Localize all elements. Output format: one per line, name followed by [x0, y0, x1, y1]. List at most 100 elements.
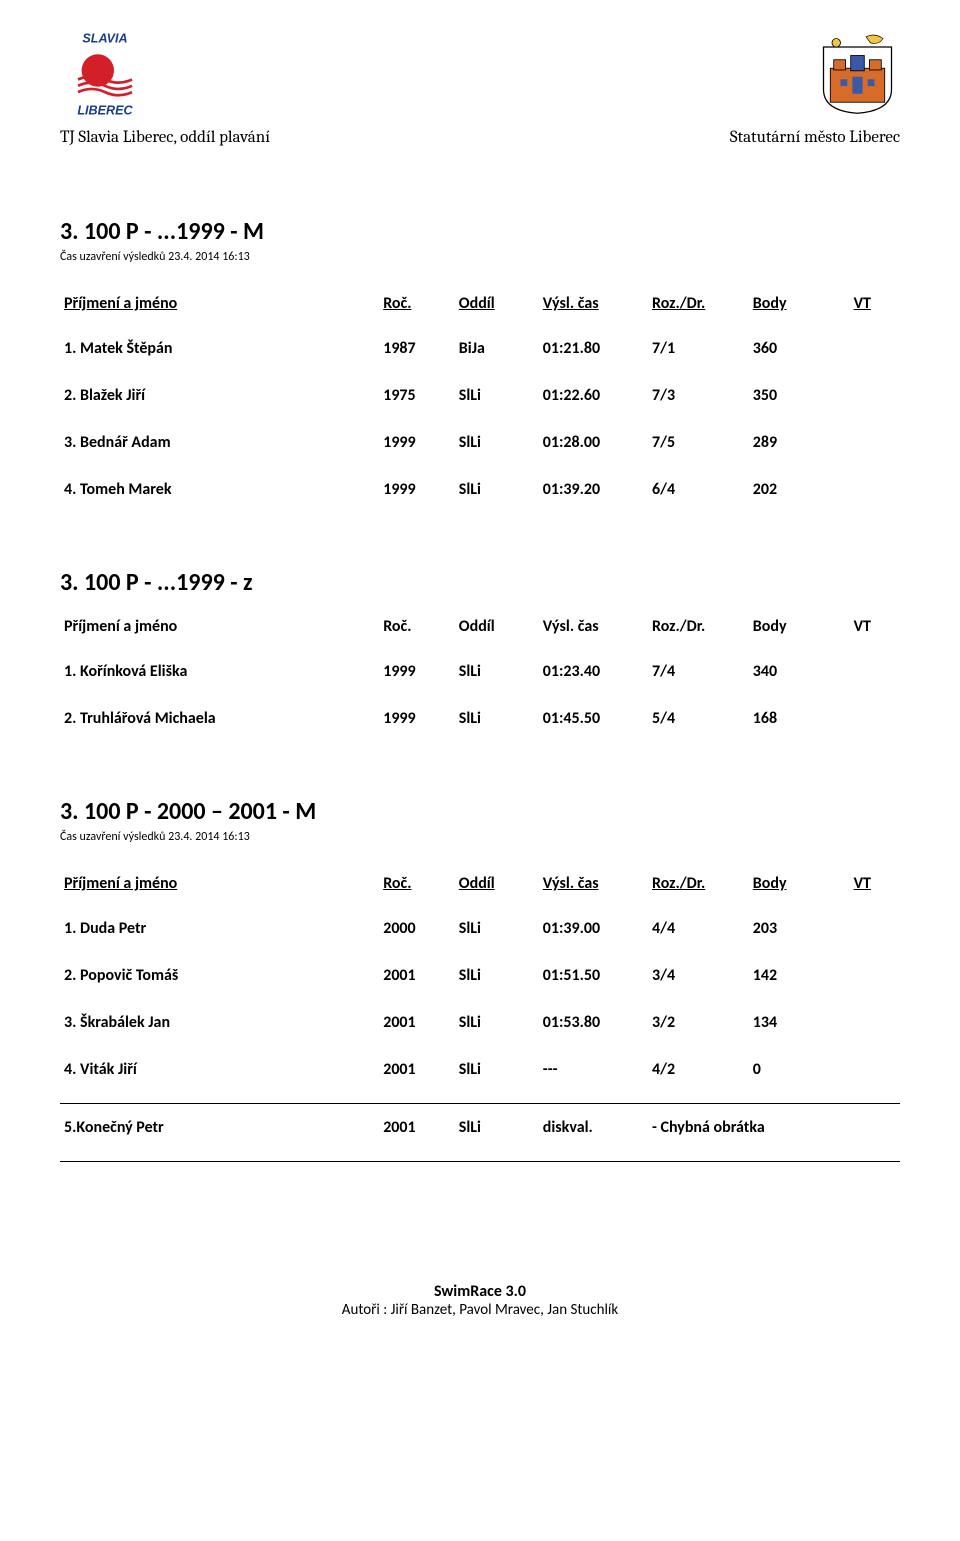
table-row: 3. Škrabálek Jan2001SlLi01:53.803/2134: [60, 999, 900, 1046]
column-header: VT: [850, 868, 900, 905]
column-header: Příjmení a jméno: [60, 868, 379, 905]
table-cell: 6/4: [648, 466, 749, 513]
liberec-coat-of-arms: [815, 30, 900, 115]
column-header: Roč.: [379, 611, 455, 648]
table-cell: 2001: [379, 1046, 455, 1093]
table-cell: 2001: [379, 1104, 455, 1151]
table-cell: BiJa: [455, 325, 539, 372]
table-cell: 2. Popovič Tomáš: [60, 952, 379, 999]
table-cell: 01:28.00: [539, 419, 648, 466]
table-cell: 134: [749, 999, 850, 1046]
table-cell: 1. Matek Štěpán: [60, 325, 379, 372]
column-header: Roz./Dr.: [648, 288, 749, 325]
table-cell: SlLi: [455, 419, 539, 466]
event-title: 3. 100 P - ...1999 - M: [60, 217, 900, 246]
table-cell: 2. Blažek Jiří: [60, 372, 379, 419]
results-section: 3. 100 P - 2000 – 2001 - MČas uzavření v…: [60, 797, 900, 1162]
results-table: Příjmení a jménoRoč.OddílVýsl. časRoz./D…: [60, 611, 900, 742]
column-header: Roz./Dr.: [648, 611, 749, 648]
column-header: Výsl. čas: [539, 868, 648, 905]
table-cell: 5/4: [648, 695, 749, 742]
results-section: 3. 100 P - ...1999 - zPříjmení a jménoRo…: [60, 568, 900, 742]
table-cell: SlLi: [455, 695, 539, 742]
logo-bottom-text: LIBEREC: [77, 104, 133, 118]
table-cell: 360: [749, 325, 850, 372]
table-cell: SlLi: [455, 1046, 539, 1093]
table-cell: SlLi: [455, 999, 539, 1046]
logo-top-text: SLAVIA: [82, 32, 127, 46]
column-header: Výsl. čas: [539, 611, 648, 648]
event-subtitle: Čas uzavření výsledků 23.4. 2014 16:13: [60, 250, 900, 264]
table-cell: 7/4: [648, 648, 749, 695]
table-cell: 3. Bednář Adam: [60, 419, 379, 466]
table-cell: 289: [749, 419, 850, 466]
table-cell: 7/5: [648, 419, 749, 466]
table-cell: 1999: [379, 466, 455, 513]
table-cell: 7/1: [648, 325, 749, 372]
results-section: 3. 100 P - ...1999 - M Čas uzavření výsle…: [60, 217, 900, 513]
table-cell: [850, 372, 900, 419]
table-cell: 3/4: [648, 952, 749, 999]
column-header: Příjmení a jméno: [60, 611, 379, 648]
table-cell: 5.Konečný Petr: [60, 1104, 379, 1151]
footer-title: SwimRace 3.0: [60, 1282, 900, 1301]
column-header: Roč.: [379, 288, 455, 325]
table-cell: SlLi: [455, 905, 539, 952]
column-header: Roz./Dr.: [648, 868, 749, 905]
table-cell: 168: [749, 695, 850, 742]
page-footer: SwimRace 3.0 Autoři : Jiří Banzet, Pavol…: [60, 1282, 900, 1319]
table-cell: 1. Duda Petr: [60, 905, 379, 952]
sub-header: TJ Slavia Liberec, oddíl plavání Statutá…: [60, 128, 900, 147]
table-cell: 01:23.40: [539, 648, 648, 695]
dq-table: 5.Konečný Petr2001SlLidiskval.- Chybná o…: [60, 1104, 900, 1151]
table-cell: 340: [749, 648, 850, 695]
column-header: Body: [749, 611, 850, 648]
column-header: Oddíl: [455, 868, 539, 905]
table-cell: SlLi: [455, 648, 539, 695]
table-row: 1. Kořínková Eliška1999SlLi01:23.407/434…: [60, 648, 900, 695]
column-header: Oddíl: [455, 611, 539, 648]
table-cell: [850, 648, 900, 695]
table-cell: [850, 695, 900, 742]
table-cell: 01:39.00: [539, 905, 648, 952]
table-cell: 01:51.50: [539, 952, 648, 999]
table-cell: SlLi: [455, 372, 539, 419]
table-cell: SlLi: [455, 466, 539, 513]
footer-authors: Autoři : Jiří Banzet, Pavol Mravec, Jan …: [60, 1301, 900, 1319]
table-cell: 4/4: [648, 905, 749, 952]
event-title: 3. 100 P - ...1999 - z: [60, 568, 900, 597]
table-cell: 3/2: [648, 999, 749, 1046]
org-left: TJ Slavia Liberec, oddíl plavání: [60, 128, 270, 147]
table-cell: 01:45.50: [539, 695, 648, 742]
table-cell: [850, 325, 900, 372]
table-cell: 0: [749, 1046, 850, 1093]
table-cell: 1. Kořínková Eliška: [60, 648, 379, 695]
table-row: 2. Popovič Tomáš2001SlLi01:51.503/4142: [60, 952, 900, 999]
table-cell: 1999: [379, 695, 455, 742]
table-cell: 142: [749, 952, 850, 999]
column-header: Body: [749, 288, 850, 325]
dq-note: - Chybná obrátka: [648, 1104, 900, 1151]
column-header: Výsl. čas: [539, 288, 648, 325]
table-cell: ---: [539, 1046, 648, 1093]
table-cell: [850, 999, 900, 1046]
table-row: 1. Duda Petr2000SlLi01:39.004/4203: [60, 905, 900, 952]
column-header: Příjmení a jméno: [60, 288, 379, 325]
table-cell: 4. Tomeh Marek: [60, 466, 379, 513]
slavia-logo: SLAVIA LIBEREC: [60, 30, 150, 120]
table-row: 2. Blažek Jiří1975SlLi01:22.607/3350: [60, 372, 900, 419]
table-cell: 3. Škrabálek Jan: [60, 999, 379, 1046]
table-cell: 4. Viták Jiří: [60, 1046, 379, 1093]
dq-row: 5.Konečný Petr2001SlLidiskval.- Chybná o…: [60, 1104, 900, 1151]
column-header: VT: [850, 611, 900, 648]
table-cell: 1987: [379, 325, 455, 372]
table-cell: [850, 952, 900, 999]
table-cell: 1999: [379, 648, 455, 695]
table-cell: [850, 466, 900, 513]
table-cell: 01:53.80: [539, 999, 648, 1046]
column-header: Roč.: [379, 868, 455, 905]
column-header: Body: [749, 868, 850, 905]
table-cell: diskval.: [539, 1104, 648, 1151]
table-cell: [850, 419, 900, 466]
table-cell: 203: [749, 905, 850, 952]
